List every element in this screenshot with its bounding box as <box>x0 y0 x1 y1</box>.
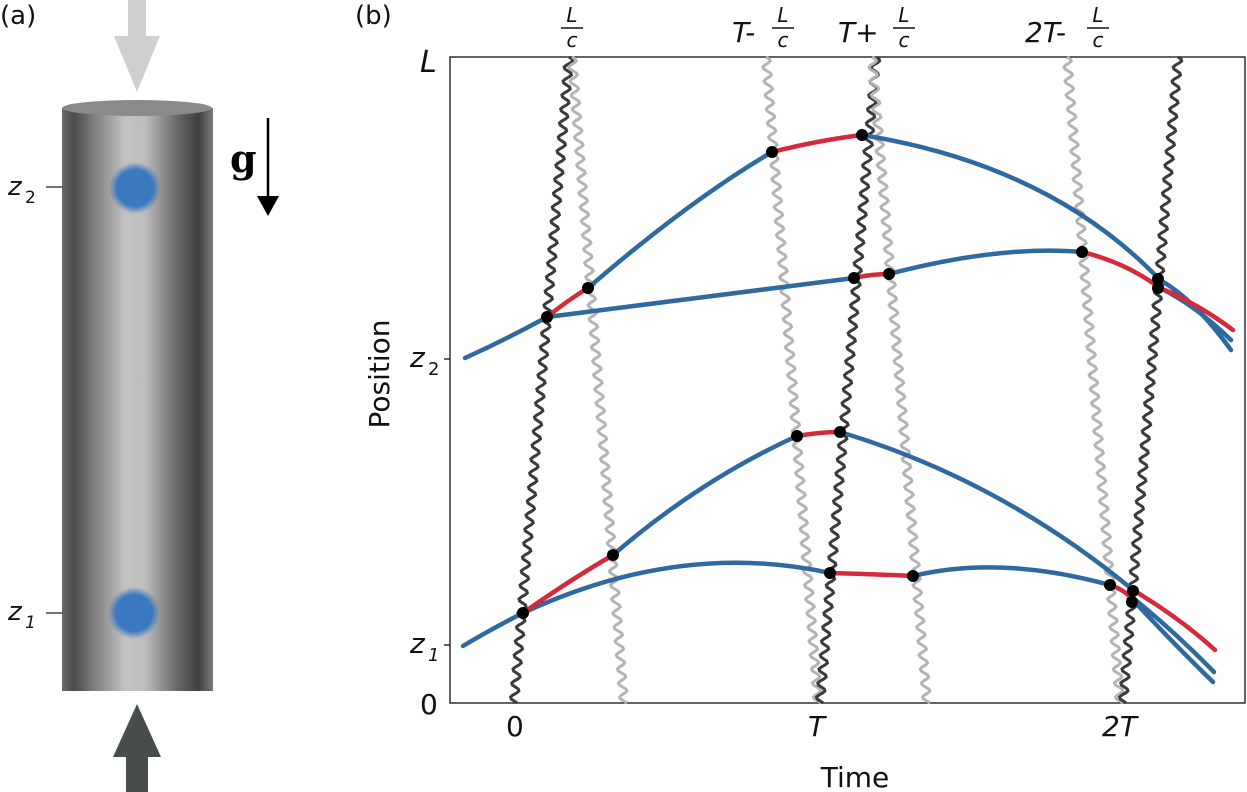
interaction-point <box>766 146 778 158</box>
trajectory-segment <box>837 429 1136 593</box>
trajectory-segment <box>1157 285 1234 343</box>
trajectory-segment <box>520 560 833 616</box>
interaction-point <box>1152 273 1164 285</box>
interaction-point <box>824 567 836 579</box>
interaction-segment <box>794 429 843 439</box>
y-tick-z2: z 2 <box>409 341 450 380</box>
interaction-point <box>582 282 594 294</box>
svg-text:1: 1 <box>25 613 36 633</box>
svg-text:c: c <box>567 28 578 52</box>
up-arrow-icon <box>113 704 161 792</box>
trajectory-segment <box>544 275 857 320</box>
trajectory-segment <box>910 565 1113 588</box>
trajectory-segment <box>585 149 775 291</box>
trajectory-segment <box>886 248 1085 277</box>
svg-text:2: 2 <box>25 188 36 208</box>
trajectory-segment <box>1130 597 1216 685</box>
panel-a-label: (a) <box>0 1 36 31</box>
z1-label: z 1 <box>7 597 62 633</box>
interaction-point <box>1076 246 1088 258</box>
svg-text:L: L <box>420 45 437 80</box>
interaction-point <box>541 311 553 323</box>
svg-text:T+: T+ <box>838 16 879 49</box>
svg-text:c: c <box>1093 28 1104 52</box>
svg-text:2: 2 <box>428 359 439 380</box>
svg-text:z: z <box>409 627 426 660</box>
laser-pulse <box>567 55 629 705</box>
svg-text:c: c <box>778 28 789 52</box>
interaction-point <box>1126 596 1138 608</box>
x-axis-label: Time <box>820 761 890 792</box>
svg-text:1: 1 <box>428 645 439 666</box>
svg-text:0: 0 <box>420 688 438 721</box>
x-tick-0: 0 <box>506 710 524 743</box>
svg-text:z: z <box>409 341 426 374</box>
trajectory-segment <box>859 132 1163 283</box>
y-axis-label: Position <box>363 319 396 428</box>
top-label-lc: L c <box>561 3 583 52</box>
down-arrow-icon <box>114 0 160 92</box>
panel-a: (a) z 2 z 1 g <box>0 0 279 792</box>
interaction-point <box>1127 585 1139 597</box>
trajectory-segment <box>460 610 526 649</box>
interaction-point <box>848 272 860 284</box>
interaction-point <box>791 430 803 442</box>
atom-z2 <box>109 162 161 214</box>
top-label-2t-minus: 2T- L c <box>1025 3 1109 52</box>
svg-text:c: c <box>899 28 910 52</box>
interaction-segment <box>827 570 916 579</box>
svg-text:L: L <box>566 3 577 27</box>
x-tick-T: T <box>808 710 827 743</box>
x-tick-2T: 2T <box>1102 710 1139 743</box>
y-tick-z1: z 1 <box>409 627 450 666</box>
interaction-point <box>1152 282 1164 294</box>
svg-text:T-: T- <box>732 16 755 49</box>
svg-text:z: z <box>7 172 23 202</box>
interaction-point <box>834 426 846 438</box>
laser-pulse <box>1062 55 1125 705</box>
trajectory-segment <box>610 433 800 558</box>
top-label-t-minus: T- L c <box>732 3 794 52</box>
plot-frame <box>449 56 1246 704</box>
laser-pulses <box>508 55 1184 705</box>
interaction-point <box>883 268 895 280</box>
gravity-label: g <box>230 136 257 181</box>
interaction-point <box>517 607 529 619</box>
trajectory-segment <box>462 314 550 361</box>
svg-text:2T-: 2T- <box>1025 16 1066 49</box>
interaction-segment <box>1157 285 1236 333</box>
interaction-points <box>517 129 1164 619</box>
interaction-point <box>856 129 868 141</box>
svg-text:L: L <box>898 3 909 27</box>
y-tick-zero: 0 <box>420 688 438 721</box>
interaction-segment <box>1130 587 1218 653</box>
y-tick-L: L <box>420 45 437 80</box>
atom-trajectories <box>460 132 1236 685</box>
interaction-point <box>907 570 919 582</box>
interaction-point <box>607 549 619 561</box>
laser-pulse <box>867 55 932 705</box>
trajectory-segment <box>1130 595 1217 675</box>
laser-pulse <box>814 55 882 705</box>
panel-b-label: (b) <box>355 1 392 31</box>
svg-text:L: L <box>777 3 788 27</box>
gravity-arrow-icon <box>257 118 279 216</box>
interaction-point <box>1104 579 1116 591</box>
svg-text:L: L <box>1092 3 1103 27</box>
laser-pulse <box>508 55 575 705</box>
interaction-segment <box>520 552 616 616</box>
atom-z1 <box>108 587 160 639</box>
panel-b: (b) L z 2 z 1 0 0 T 2T Time Po <box>355 1 1246 792</box>
svg-text:z: z <box>7 597 23 627</box>
laser-pulse <box>761 55 823 705</box>
z2-label: z 2 <box>7 172 62 208</box>
interaction-segment <box>769 132 865 155</box>
top-label-t-plus: T+ L c <box>838 3 915 52</box>
interaction-segment <box>1079 249 1163 291</box>
